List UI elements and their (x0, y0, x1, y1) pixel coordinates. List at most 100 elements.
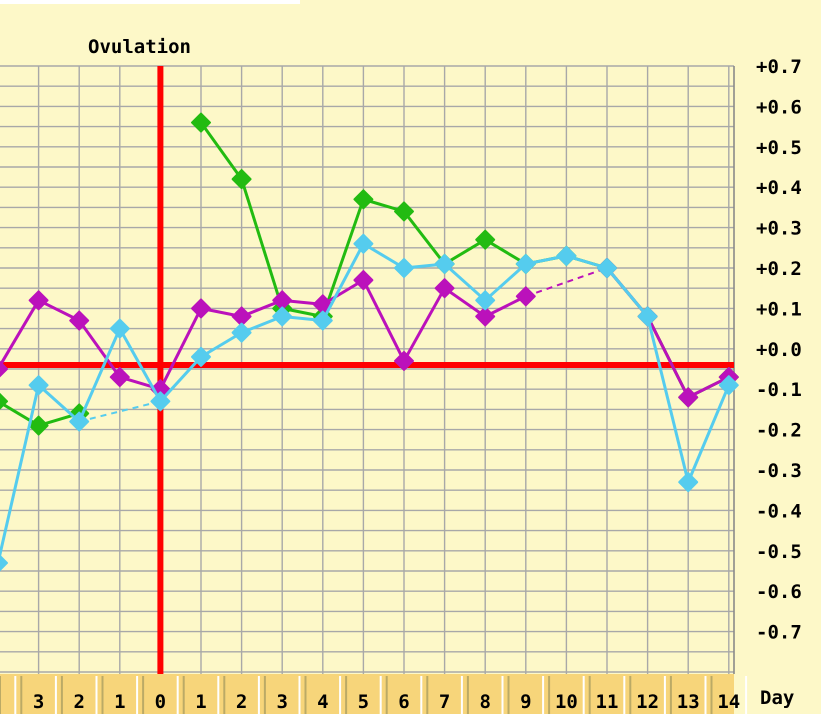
data-point (191, 346, 211, 367)
y-axis-labels: +0.7 +0.6 +0.5 +0.4 +0.3 +0.2 +0.1 +0.0 -0.1 -0.2… (756, 56, 802, 644)
y-tick-label: -0.3 (756, 460, 802, 482)
y-tick-label: -0.7 (756, 622, 802, 644)
x-tick-label: 10 (555, 691, 578, 713)
data-point (191, 298, 211, 319)
series-line-segment (443, 262, 487, 302)
series-line-segment (240, 178, 284, 309)
grid (0, 65, 735, 674)
data-point (515, 253, 536, 274)
data-point (69, 310, 90, 331)
x-tick-label: 1 (114, 691, 125, 713)
series-line-segment (37, 384, 81, 423)
series-line-segment (402, 210, 446, 265)
series-line-segment (646, 316, 690, 483)
data-point (556, 245, 577, 266)
x-axis-band (0, 674, 734, 714)
data-point (475, 306, 496, 327)
y-tick-label: -0.6 (756, 581, 802, 603)
series-line-segment (402, 287, 446, 362)
y-tick-label: +0.5 (756, 137, 802, 159)
series-line-segment (321, 198, 365, 317)
ovulation-label: Ovulation (88, 36, 191, 58)
series-line-segment (0, 384, 41, 561)
data-point (394, 258, 414, 278)
x-tick-label: 0 (155, 691, 166, 713)
x-tick-label: 4 (317, 691, 328, 713)
x-axis: 3 2 1 0 1 2 3 4 5 6 7 8 9 10 11 12 13 14 (0, 674, 748, 714)
data-point (231, 169, 252, 190)
series-line-segment (159, 355, 203, 403)
x-tick-label: 2 (73, 691, 84, 713)
x-tick-label: 3 (33, 691, 44, 713)
series-line-segment (443, 238, 486, 266)
y-tick-label: -0.2 (756, 420, 802, 442)
data-point (718, 375, 739, 396)
x-tick-label: 8 (479, 691, 490, 713)
data-point (353, 189, 374, 210)
data-point (515, 286, 536, 307)
y-tick-label: +0.6 (756, 96, 802, 118)
data-point (0, 554, 8, 572)
series-dashed-bridge (78, 400, 161, 423)
x-tick-label: 5 (358, 691, 369, 713)
data-point (353, 233, 374, 254)
x-tick-label: 14 (717, 691, 740, 713)
series-line-segment (0, 299, 40, 369)
series-line-segment (200, 331, 243, 359)
x-tick-label: 12 (636, 691, 659, 713)
x-tick-label: 11 (596, 691, 619, 713)
data-point (150, 391, 171, 412)
series-line-segment (605, 267, 649, 318)
data-point (312, 310, 333, 331)
x-tick-label: 13 (677, 691, 700, 713)
series-line-segment (118, 327, 162, 403)
data-point (69, 411, 90, 432)
x-tick-label: 1 (195, 691, 206, 713)
data-point (475, 229, 496, 250)
x-tick-label: 6 (398, 691, 409, 713)
data-point (394, 201, 414, 222)
series-line-segment (646, 315, 690, 398)
series-line-segment (443, 286, 487, 318)
series-line-segment (484, 262, 527, 302)
data-point (394, 350, 414, 371)
data-point (0, 360, 8, 378)
series-line-segment (322, 278, 365, 306)
data-point (191, 112, 211, 133)
data-point (597, 258, 617, 278)
series-line-segment (484, 238, 527, 266)
y-tick-label: -0.5 (756, 541, 802, 563)
data-point (28, 415, 49, 436)
top-strip (0, 0, 300, 4)
data-series (0, 112, 739, 572)
data-point (434, 278, 455, 299)
series-line-segment (159, 307, 203, 390)
series-1 (0, 258, 739, 408)
data-point (434, 253, 455, 274)
data-point (109, 367, 130, 388)
data-point (28, 290, 49, 311)
y-tick-label: +0.2 (756, 258, 802, 280)
day-axis-label: Day (760, 687, 794, 709)
y-tick-label: +0.0 (756, 339, 802, 361)
series-2 (0, 233, 739, 572)
y-tick-label: -0.1 (756, 379, 802, 401)
x-tick-label: 3 (276, 691, 287, 713)
plot-area (0, 66, 734, 674)
series-line-segment (362, 242, 405, 270)
ovulation-marker: Ovulation (0, 36, 734, 674)
y-tick-label: +0.1 (756, 298, 802, 320)
series-line-segment (199, 121, 243, 180)
data-point (353, 270, 374, 291)
y-tick-label: -0.4 (756, 500, 802, 522)
series-line-segment (362, 279, 406, 362)
data-point (272, 306, 293, 327)
y-tick-label: +0.7 (756, 56, 802, 78)
x-tick-label: 7 (439, 691, 450, 713)
y-tick-label: +0.4 (756, 177, 802, 199)
data-point (637, 306, 658, 327)
data-point (109, 318, 130, 339)
series-line-segment (77, 327, 122, 423)
